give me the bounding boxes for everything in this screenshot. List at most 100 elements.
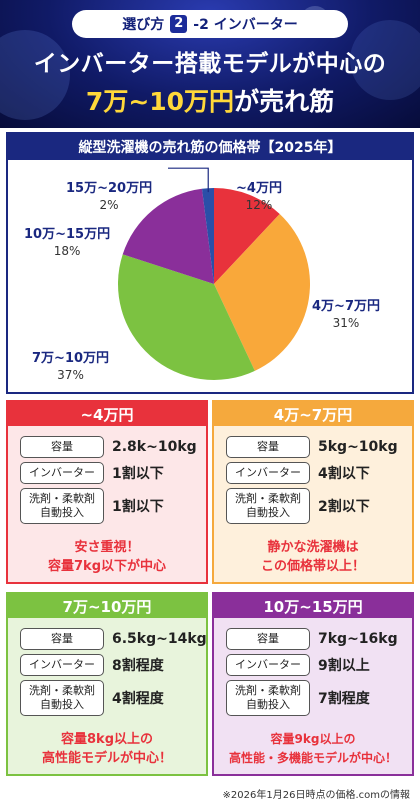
pill-suffix: -2 インバーター: [193, 17, 298, 33]
inverter-tag: インバーター: [20, 654, 104, 676]
card-title: 4万~7万円: [214, 402, 412, 426]
auto-dose-row: 洗剤・柔軟剤 自動投入 7割程度: [226, 680, 370, 716]
slice-name: ~4万円: [236, 181, 282, 196]
slice-label-3: 10万~15万円 18%: [24, 226, 110, 260]
inverter-tag: インバーター: [226, 654, 310, 676]
auto-dose-row: 洗剤・柔軟剤 自動投入 2割以下: [226, 488, 370, 524]
auto-dose-tag: 洗剤・柔軟剤 自動投入: [20, 680, 104, 716]
auto-dose-tag: 洗剤・柔軟剤 自動投入: [226, 488, 310, 524]
auto-dose-value: 2割以下: [318, 499, 370, 515]
inverter-value: 9割以上: [318, 658, 370, 674]
auto-dose-value: 4割程度: [112, 691, 164, 707]
auto-dose-tag-line2: 自動投入: [246, 698, 290, 711]
capacity-value: 6.5kg~14kg: [112, 631, 207, 647]
inverter-row: インバーター 9割以上: [226, 654, 370, 676]
pie-slice-4: [201, 188, 214, 284]
leader-line: [168, 167, 209, 193]
pie-slice-2: [118, 254, 255, 380]
card-title: ~4万円: [8, 402, 206, 426]
auto-dose-tag-line1: 洗剤・柔軟剤: [235, 492, 301, 505]
slice-label-2: 7万~10万円 37%: [32, 350, 109, 384]
pie-slice-1: [214, 214, 311, 371]
auto-dose-tag: 洗剤・柔軟剤 自動投入: [226, 680, 310, 716]
slice-label-4: 15万~20万円 2%: [66, 180, 152, 214]
capacity-row: 容量 5kg~10kg: [226, 436, 398, 458]
price-card-40k-70k: 4万~7万円 容量 5kg~10kg インバーター 4割以下 洗剤・柔軟剤 自動投…: [212, 400, 414, 584]
slice-label-0: ~4万円 12%: [236, 180, 282, 214]
slice-pct: 18%: [53, 244, 81, 258]
capacity-row: 容量 7kg~16kg: [226, 628, 398, 650]
slice-pct: 37%: [57, 368, 84, 382]
title-rest: が売れ筋: [234, 87, 335, 116]
card-note-line2: この価格帯以上！: [260, 559, 365, 574]
page-title-line2: 7万~10万円が売れ筋: [0, 82, 420, 118]
inverter-tag: インバーター: [20, 462, 104, 484]
pill-number: 2: [170, 15, 188, 33]
card-note-line2: 高性能モデルが中心！: [41, 751, 172, 766]
auto-dose-tag: 洗剤・柔軟剤 自動投入: [20, 488, 104, 524]
card-note-line2: 容量7kg以下が中心: [48, 559, 166, 574]
capacity-value: 2.8k~10kg: [112, 439, 197, 455]
price-card-100k-150k: 10万~15万円 容量 7kg~16kg インバーター 9割以上 洗剤・柔軟剤自…: [212, 592, 414, 776]
slice-label-1: 4万~7万円 31%: [312, 298, 380, 332]
decorative-glow: [350, 20, 420, 100]
capacity-row: 容量 6.5kg~14kg: [20, 628, 207, 650]
inverter-row: インバーター 4割以下: [226, 462, 370, 484]
title-highlight: 7万~10万円: [85, 87, 235, 116]
capacity-tag: 容量: [20, 436, 104, 458]
auto-dose-tag-line1: 洗剤・柔軟剤: [235, 684, 301, 697]
capacity-tag: 容量: [226, 628, 310, 650]
card-note: 静かな洗濯機は この価格帯以上！: [214, 538, 412, 576]
source-footnote: ※2026年1月26日時点の価格.comの情報: [222, 790, 410, 801]
price-card-70k-100k: 7万~10万円 容量 6.5kg~14kg インバーター 8割程度 洗剤・柔軟剤…: [6, 592, 208, 776]
slice-name: 15万~20万円: [66, 181, 153, 196]
header-banner: 選び方 2 -2 インバーター インバーター搭載モデルが中心の 7万~10万円が…: [0, 0, 420, 128]
card-note: 容量8kg以上の 高性能モデルが中心！: [8, 730, 206, 768]
slice-name: 4万~7万円: [312, 299, 380, 314]
inverter-row: インバーター 1割以下: [20, 462, 164, 484]
pie-slice-0: [214, 188, 280, 284]
card-note-line2: 高性能・多機能モデルが中心！: [228, 751, 397, 765]
auto-dose-row: 洗剤・柔軟剤 自動投入 4割程度: [20, 680, 164, 716]
inverter-value: 4割以下: [318, 466, 370, 482]
page-title-line1: インバーター搭載モデルが中心の: [33, 51, 387, 77]
inverter-value: 8割程度: [112, 658, 164, 674]
inverter-value: 1割以下: [112, 466, 164, 482]
slice-pct: 31%: [332, 316, 360, 330]
card-note: 容量9kg以上の 高性能・多機能モデルが中心！: [214, 730, 412, 768]
section-pill: 選び方 2 -2 インバーター: [72, 10, 348, 38]
auto-dose-tag-line2: 自動投入: [40, 698, 84, 711]
card-note-line1: 容量8kg以上の: [61, 732, 153, 747]
auto-dose-tag-line2: 自動投入: [246, 506, 290, 519]
card-title: 7万~10万円: [8, 594, 206, 618]
price-card-under-40k: ~4万円 容量 2.8k~10kg インバーター 1割以下 洗剤・柔軟剤 自動投入…: [6, 400, 208, 584]
slice-pct: 2%: [99, 198, 119, 212]
capacity-tag: 容量: [20, 628, 104, 650]
auto-dose-tag-line2: 自動投入: [40, 506, 84, 519]
auto-dose-value: 7割程度: [318, 691, 370, 707]
card-note: 安さ重視！ 容量7kg以下が中心: [8, 538, 206, 576]
card-note-line1: 安さ重視！: [74, 540, 140, 555]
pie-slice-3: [122, 188, 214, 284]
capacity-tag: 容量: [226, 436, 310, 458]
pill-prefix: 選び方: [122, 17, 165, 33]
pie-chart: [118, 167, 311, 380]
capacity-value: 5kg~10kg: [318, 439, 398, 455]
capacity-row: 容量 2.8k~10kg: [20, 436, 197, 458]
card-note-line1: 容量9kg以上の: [270, 732, 356, 746]
slice-name: 7万~10万円: [32, 351, 110, 366]
auto-dose-tag-line1: 洗剤・柔軟剤: [29, 492, 95, 505]
chart-title: 縦型洗濯機の売れ筋の価格帯【2025年】: [8, 134, 412, 160]
auto-dose-row: 洗剤・柔軟剤 自動投入 1割以下: [20, 488, 164, 524]
card-title: 10万~15万円: [214, 594, 412, 618]
inverter-tag: インバーター: [226, 462, 310, 484]
auto-dose-tag-line1: 洗剤・柔軟剤: [29, 684, 95, 697]
inverter-row: インバーター 8割程度: [20, 654, 164, 676]
auto-dose-value: 1割以下: [112, 499, 164, 515]
decorative-glow: [0, 30, 70, 120]
card-note-line1: 静かな洗濯機は: [267, 540, 359, 555]
chart-section: 縦型洗濯機の売れ筋の価格帯【2025年】 ~4万円 12% 4万~7万円 31%…: [6, 132, 414, 394]
slice-name: 10万~15万円: [24, 227, 111, 242]
slice-pct: 12%: [245, 198, 273, 212]
capacity-value: 7kg~16kg: [318, 631, 398, 647]
